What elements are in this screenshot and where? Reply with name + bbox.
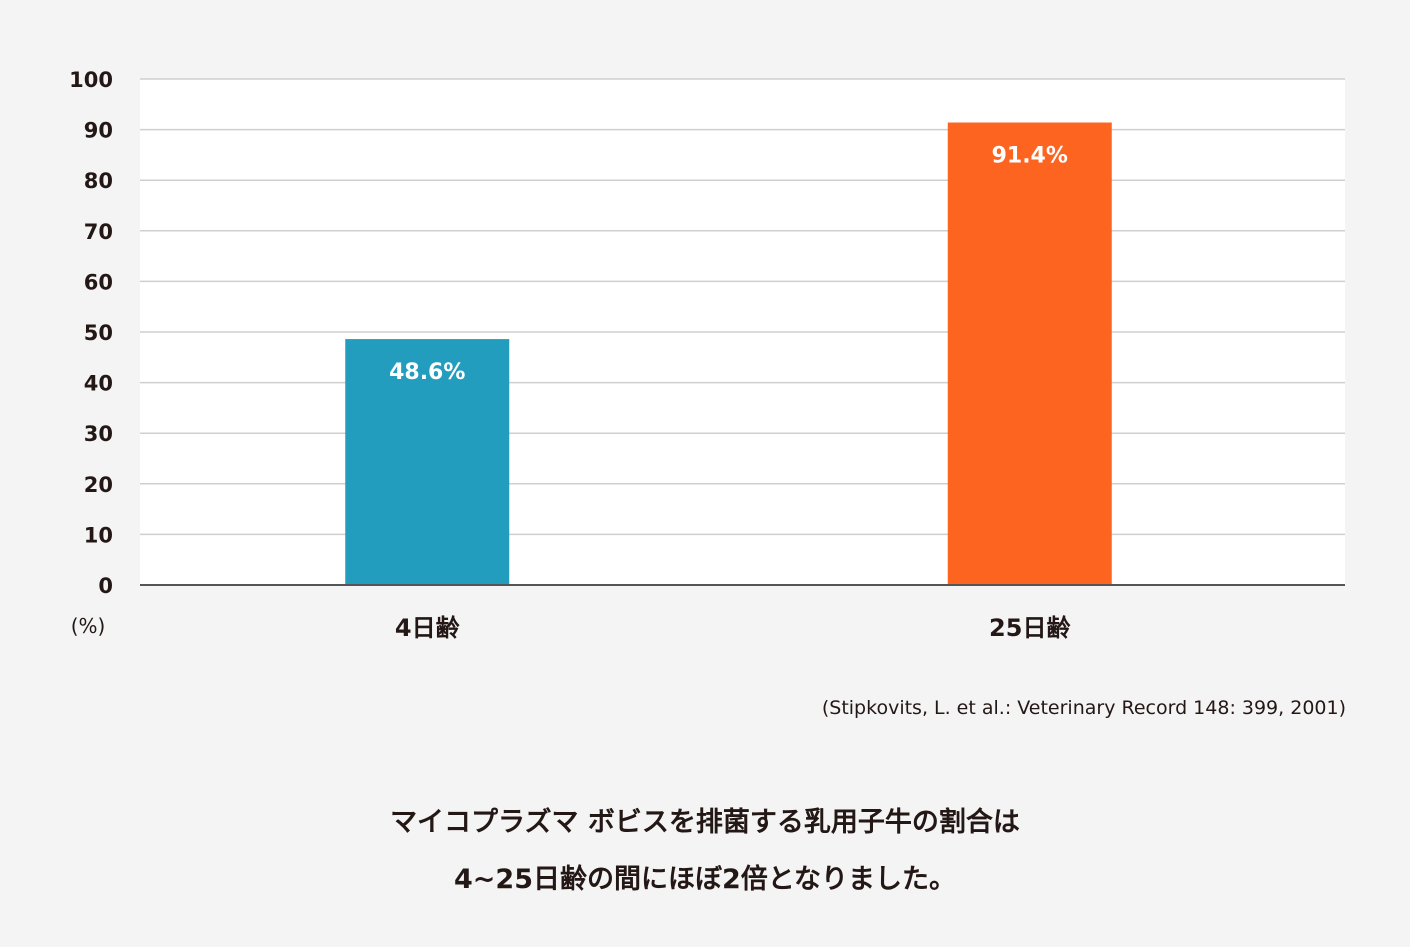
- source-citation: (Stipkovits, L. et al.: Veterinary Recor…: [821, 697, 1346, 719]
- y-tick-label: 40: [84, 372, 113, 396]
- bar-chart: 0 10 20 30 40 50 60 70 80 90 100 48.6% 91.4% 4日齢 25日…: [69, 68, 1345, 642]
- y-tick-label: 10: [84, 523, 113, 547]
- bars: 48.6% 91.4%: [345, 122, 1112, 586]
- y-tick-label: 20: [84, 473, 113, 497]
- y-tick-label: 30: [84, 422, 113, 446]
- y-tick-label: 80: [84, 169, 113, 193]
- bar-data-label: 91.4%: [992, 144, 1068, 169]
- y-tick-label: 0: [98, 574, 113, 598]
- bar: [947, 122, 1112, 586]
- bar: [345, 339, 510, 585]
- caption-line-1: マイコプラズマ ボビスを排菌する乳用子牛の割合は: [390, 807, 1020, 838]
- gridlines: [140, 78, 1345, 536]
- y-tick-label: 90: [84, 119, 113, 143]
- y-tick-label: 100: [69, 68, 113, 92]
- x-axis-ticks: 4日齢 25日齢: [395, 614, 1072, 642]
- y-axis-ticks: 0 10 20 30 40 50 60 70 80 90 100: [69, 68, 113, 598]
- x-tick-label: 25日齢: [989, 614, 1071, 642]
- y-tick-label: 70: [84, 220, 113, 244]
- x-tick-label: 4日齢: [395, 614, 461, 642]
- y-tick-label: 50: [84, 321, 113, 345]
- bar-data-label: 48.6%: [389, 360, 465, 385]
- caption-line-2: 4~25日齢の間にほぼ2倍となりました。: [454, 864, 956, 895]
- y-axis-unit: (%): [71, 614, 106, 638]
- y-tick-label: 60: [84, 270, 113, 294]
